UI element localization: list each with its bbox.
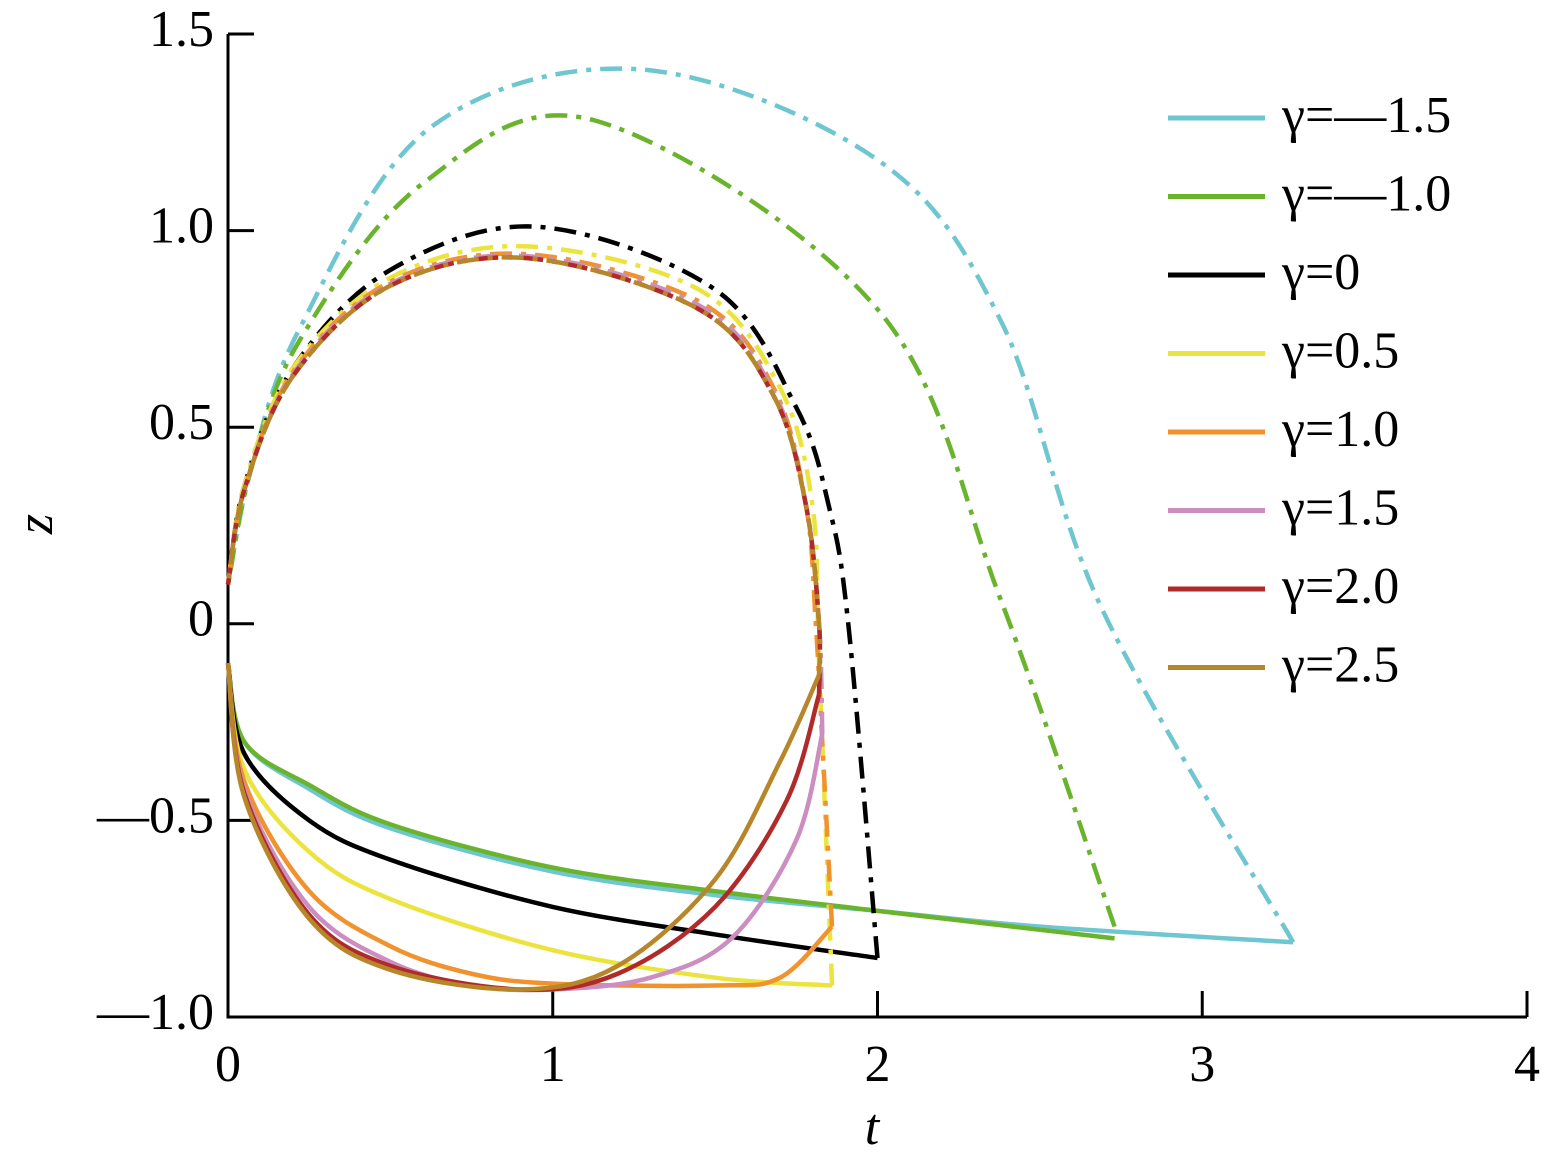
legend-label: γ=—1.5 (1281, 87, 1451, 144)
line-solid (225, 662, 822, 992)
line-solid (225, 662, 833, 988)
legend-label: γ=0 (1281, 244, 1360, 301)
y-tick-label: 0 (188, 591, 214, 648)
y-tick-label: 1.5 (149, 1, 214, 58)
legend-label: γ=2.5 (1281, 636, 1399, 693)
line-dashed (225, 243, 835, 986)
legend-label: γ=—1.0 (1281, 165, 1451, 222)
x-tick-label: 3 (1189, 1036, 1215, 1093)
line-solid (225, 662, 834, 989)
line-dashed (225, 113, 1117, 928)
y-tick-label: —0.5 (96, 787, 214, 844)
line-dashed (225, 255, 823, 695)
y-axis-label: z (7, 514, 64, 535)
legend-label: γ=1.5 (1281, 479, 1399, 536)
y-tick-label: —1.0 (96, 984, 214, 1041)
line-solid (225, 662, 1115, 941)
x-tick-label: 0 (215, 1036, 241, 1093)
line-dashed (225, 66, 1296, 944)
x-tick-label: 2 (865, 1036, 891, 1093)
x-axis-label: t (865, 1099, 881, 1156)
y-tick-label: 0.5 (149, 394, 214, 451)
legend-label: γ=1.0 (1281, 401, 1399, 458)
x-tick-label: 4 (1514, 1036, 1540, 1093)
line-dashed (225, 255, 823, 675)
line-solid (225, 662, 878, 961)
legend-label: γ=0.5 (1281, 322, 1399, 379)
x-tick-label: 1 (540, 1036, 566, 1093)
y-tick-label: 1.0 (149, 198, 214, 255)
legend-label: γ=2.0 (1281, 558, 1399, 615)
